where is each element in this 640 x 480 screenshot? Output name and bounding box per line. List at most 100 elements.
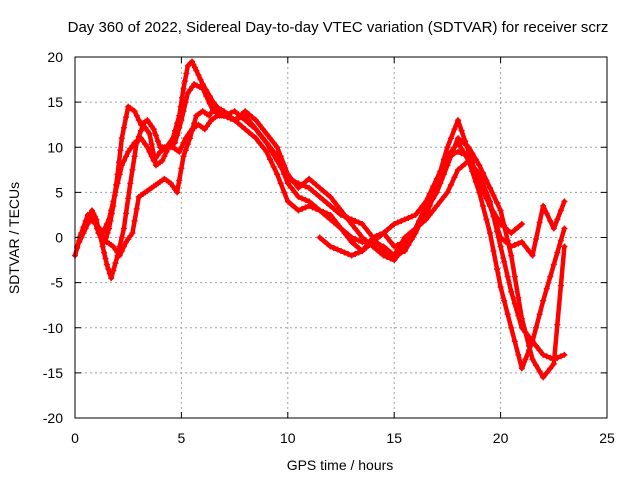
data-point: [515, 223, 522, 230]
data-point: [106, 270, 113, 277]
data-point: [270, 151, 277, 158]
data-point: [387, 251, 394, 258]
data-point: [110, 243, 117, 250]
data-point: [259, 126, 266, 133]
data-point: [557, 237, 564, 244]
data-point: [529, 252, 536, 259]
data-point: [401, 216, 408, 223]
data-point: [433, 175, 440, 182]
data-point: [398, 217, 405, 224]
data-point: [540, 202, 547, 209]
data-point: [437, 198, 444, 205]
data-point: [352, 242, 359, 249]
data-point: [284, 175, 291, 182]
data-point: [369, 239, 376, 246]
data-point: [455, 166, 462, 173]
data-point: [148, 123, 155, 130]
data-point: [444, 162, 451, 169]
data-point: [543, 210, 550, 217]
data-point: [391, 220, 398, 227]
y-tick-label: -5: [51, 275, 64, 291]
data-point: [224, 111, 231, 118]
data-point: [494, 266, 501, 273]
data-point: [137, 135, 144, 142]
data-point: [288, 201, 295, 208]
data-point: [561, 198, 568, 205]
data-point: [426, 201, 433, 208]
data-point: [508, 229, 515, 236]
data-point: [501, 258, 508, 265]
data-point: [131, 153, 138, 160]
data-point: [320, 187, 327, 194]
data-point: [150, 157, 157, 164]
data-point: [497, 207, 504, 214]
data-point: [440, 171, 447, 178]
data-point: [419, 202, 426, 209]
data-point: [108, 275, 115, 282]
data-point: [387, 239, 394, 246]
data-point: [210, 99, 217, 106]
data-point: [472, 178, 479, 185]
data-point: [263, 148, 270, 155]
data-point: [245, 129, 252, 136]
data-point: [497, 234, 504, 241]
data-point: [536, 311, 543, 318]
data-point: [184, 141, 191, 148]
data-point: [313, 204, 320, 211]
data-point: [362, 225, 369, 232]
data-point: [465, 153, 472, 160]
data-point: [515, 312, 522, 319]
data-point: [295, 180, 302, 187]
data-point: [281, 169, 288, 176]
data-point: [263, 130, 270, 137]
data-point: [184, 132, 191, 139]
track-3-markers: [80, 103, 568, 363]
data-point: [203, 93, 210, 100]
data-point: [518, 365, 525, 372]
data-point: [476, 162, 483, 169]
data-point: [252, 117, 259, 124]
data-point: [210, 106, 217, 113]
data-point: [373, 236, 380, 243]
data-traces: [72, 59, 567, 380]
data-point: [561, 225, 568, 232]
data-point: [116, 171, 123, 178]
data-point: [102, 255, 109, 262]
data-point: [401, 248, 408, 255]
data-point: [377, 232, 384, 239]
data-point: [405, 214, 412, 221]
data-point: [476, 180, 483, 187]
data-point: [508, 288, 515, 295]
x-tick-label: 15: [386, 430, 402, 446]
data-point: [423, 216, 430, 223]
data-point: [437, 180, 444, 187]
data-point: [178, 117, 185, 124]
data-point: [508, 243, 515, 250]
data-point: [338, 248, 344, 255]
data-point: [112, 246, 119, 253]
data-point: [112, 189, 119, 196]
data-point: [536, 368, 543, 375]
data-point: [408, 213, 415, 220]
data-point: [125, 236, 132, 243]
data-point: [101, 236, 108, 243]
data-point: [352, 225, 359, 232]
data-point: [302, 196, 309, 203]
data-point: [178, 165, 185, 172]
data-point: [120, 225, 127, 232]
data-point: [341, 213, 348, 220]
data-point: [451, 144, 458, 151]
data-point: [129, 166, 136, 173]
data-point: [316, 234, 323, 241]
data-point: [189, 84, 196, 91]
data-point: [144, 117, 151, 124]
data-point: [508, 252, 515, 259]
data-point: [103, 261, 110, 268]
data-point: [140, 121, 147, 128]
data-point: [547, 273, 554, 280]
data-point: [208, 109, 215, 116]
data-point: [533, 236, 540, 243]
data-point: [511, 300, 518, 307]
data-point: [330, 205, 337, 212]
data-point: [444, 153, 451, 160]
